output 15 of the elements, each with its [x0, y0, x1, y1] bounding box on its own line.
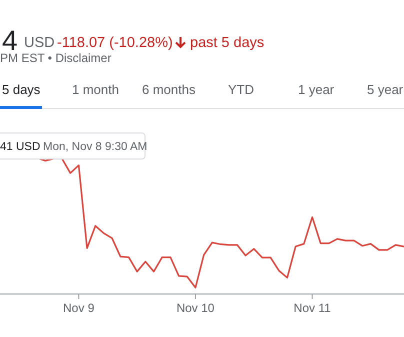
- text: Mon, Nov 8 9:30 AM: [43, 141, 148, 153]
- text: PM EST • Disclaimer: [0, 51, 112, 65]
- x-tick-label: Nov 9: [63, 301, 95, 315]
- text: past 5 days: [190, 35, 264, 51]
- text: 41 USD: [0, 141, 40, 153]
- text: 5 days: [2, 82, 41, 97]
- text: -118.07 (-10.28%): [57, 35, 173, 51]
- text: USD: [24, 35, 55, 51]
- x-tick-label: Nov 11: [294, 301, 332, 315]
- text: 1 year: [298, 82, 335, 97]
- text: 6 months: [142, 82, 196, 97]
- text: 5 year: [367, 82, 404, 97]
- text: YTD: [228, 82, 254, 97]
- text: 1 month: [72, 82, 119, 97]
- x-tick-label: Nov 10: [176, 301, 215, 315]
